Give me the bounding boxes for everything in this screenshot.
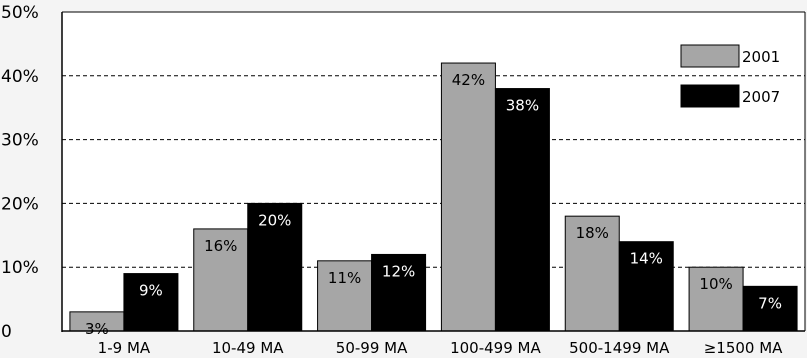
data-label: 3%	[85, 320, 109, 338]
bars	[69, 62, 798, 332]
data-labels: 3% 9% 16% 20% 11% 12% 42% 38% 18% 14% 10% 7%	[85, 71, 782, 338]
data-label: 9%	[139, 282, 163, 300]
x-tick-label: 10-49 MA	[212, 339, 284, 357]
data-label: 7%	[758, 294, 782, 312]
bar-2001	[317, 260, 373, 332]
y-tick-label: 0	[1, 322, 12, 342]
x-tick-label: 500-1499 MA	[569, 339, 670, 357]
bar-2007	[494, 88, 550, 332]
legend: 2001 2007	[680, 44, 780, 108]
legend-swatch-2007	[680, 84, 740, 108]
y-tick-label: 10%	[1, 258, 39, 278]
x-tick-label: ≥1500 MA	[704, 339, 783, 357]
x-tick-label: 50-99 MA	[336, 339, 408, 357]
bar-2001	[564, 215, 620, 332]
bar-2007	[618, 241, 674, 332]
x-tick-label: 100-499 MA	[450, 339, 541, 357]
data-label: 12%	[382, 262, 415, 280]
y-tick-label: 40%	[1, 67, 39, 87]
data-label: 14%	[630, 250, 663, 268]
y-tick-label: 20%	[1, 194, 39, 214]
bar-2001	[688, 266, 744, 332]
y-tick-label: 30%	[1, 131, 39, 151]
data-label: 16%	[204, 237, 237, 255]
bar-2001	[193, 228, 249, 332]
bar-2007	[247, 202, 303, 332]
bar-2001	[440, 62, 496, 332]
legend-label: 2001	[742, 48, 780, 66]
data-label: 11%	[328, 269, 361, 287]
y-tick-label: 50%	[1, 3, 39, 23]
y-axis-ticks: 0 10% 20% 30% 40% 50%	[1, 3, 39, 342]
gridlines	[62, 75, 805, 268]
legend-swatch-2001	[680, 44, 740, 68]
data-label: 10%	[699, 275, 732, 293]
category-labels: 1-9 MA 10-49 MA 50-99 MA 100-499 MA 500-1499…	[98, 339, 784, 357]
data-label: 38%	[506, 97, 539, 115]
data-label: 42%	[452, 71, 485, 89]
data-label: 18%	[576, 224, 609, 242]
bar-2007	[123, 273, 179, 332]
legend-label: 2007	[742, 88, 780, 106]
x-tick-label: 1-9 MA	[98, 339, 151, 357]
data-label: 20%	[258, 211, 291, 229]
